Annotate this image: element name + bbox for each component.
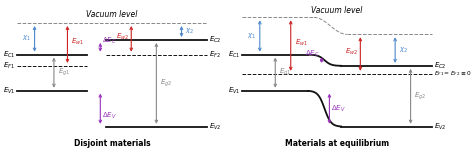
Text: $E_{g2}$: $E_{g2}$ [160,78,173,89]
Text: $E_{w2}$: $E_{w2}$ [116,31,129,42]
Text: $E_{w2}$: $E_{w2}$ [346,47,358,57]
Text: $E_{w1}$: $E_{w1}$ [295,38,308,48]
Text: Vacuum level: Vacuum level [86,10,137,19]
Text: $\Delta E_C$: $\Delta E_C$ [305,49,320,59]
Text: $\chi_2$: $\chi_2$ [185,27,194,36]
Text: $E_{C2}$: $E_{C2}$ [209,35,221,45]
Text: $\chi_2$: $\chi_2$ [399,45,408,55]
Text: $E_{C2}$: $E_{C2}$ [434,61,447,71]
Text: $E_{C1}$: $E_{C1}$ [228,50,240,60]
Text: $\Delta E_C$: $\Delta E_C$ [102,36,117,46]
Text: $\chi_1$: $\chi_1$ [22,34,31,43]
Text: $E_{F1}$: $E_{F1}$ [3,61,15,71]
Text: Disjoint materials: Disjoint materials [73,139,150,148]
Text: $E_{g2}$: $E_{g2}$ [414,91,427,102]
Text: $\Delta E_V$: $\Delta E_V$ [331,104,346,114]
Text: $E_{V2}$: $E_{V2}$ [209,122,221,132]
Text: $\Delta E_V$: $\Delta E_V$ [102,110,117,121]
Text: $E_{V1}$: $E_{V1}$ [3,86,15,96]
Text: $E_{g1}$: $E_{g1}$ [58,67,70,78]
Text: $E_{w1}$: $E_{w1}$ [71,37,84,47]
Text: $\chi_1$: $\chi_1$ [247,31,256,41]
Text: Vacuum level: Vacuum level [311,6,363,15]
Text: $E_{g1}$: $E_{g1}$ [279,67,292,78]
Text: Materials at equilibrium: Materials at equilibrium [285,139,389,148]
Text: $E_{V1}$: $E_{V1}$ [228,86,240,96]
Text: $E_{C1}$: $E_{C1}$ [3,50,15,60]
Text: $E_{V2}$: $E_{V2}$ [434,122,446,132]
Text: $E_{F2}$: $E_{F2}$ [209,50,220,60]
Text: $E_{F1} = E_{F2} \equiv 0$: $E_{F1} = E_{F2} \equiv 0$ [434,69,471,78]
